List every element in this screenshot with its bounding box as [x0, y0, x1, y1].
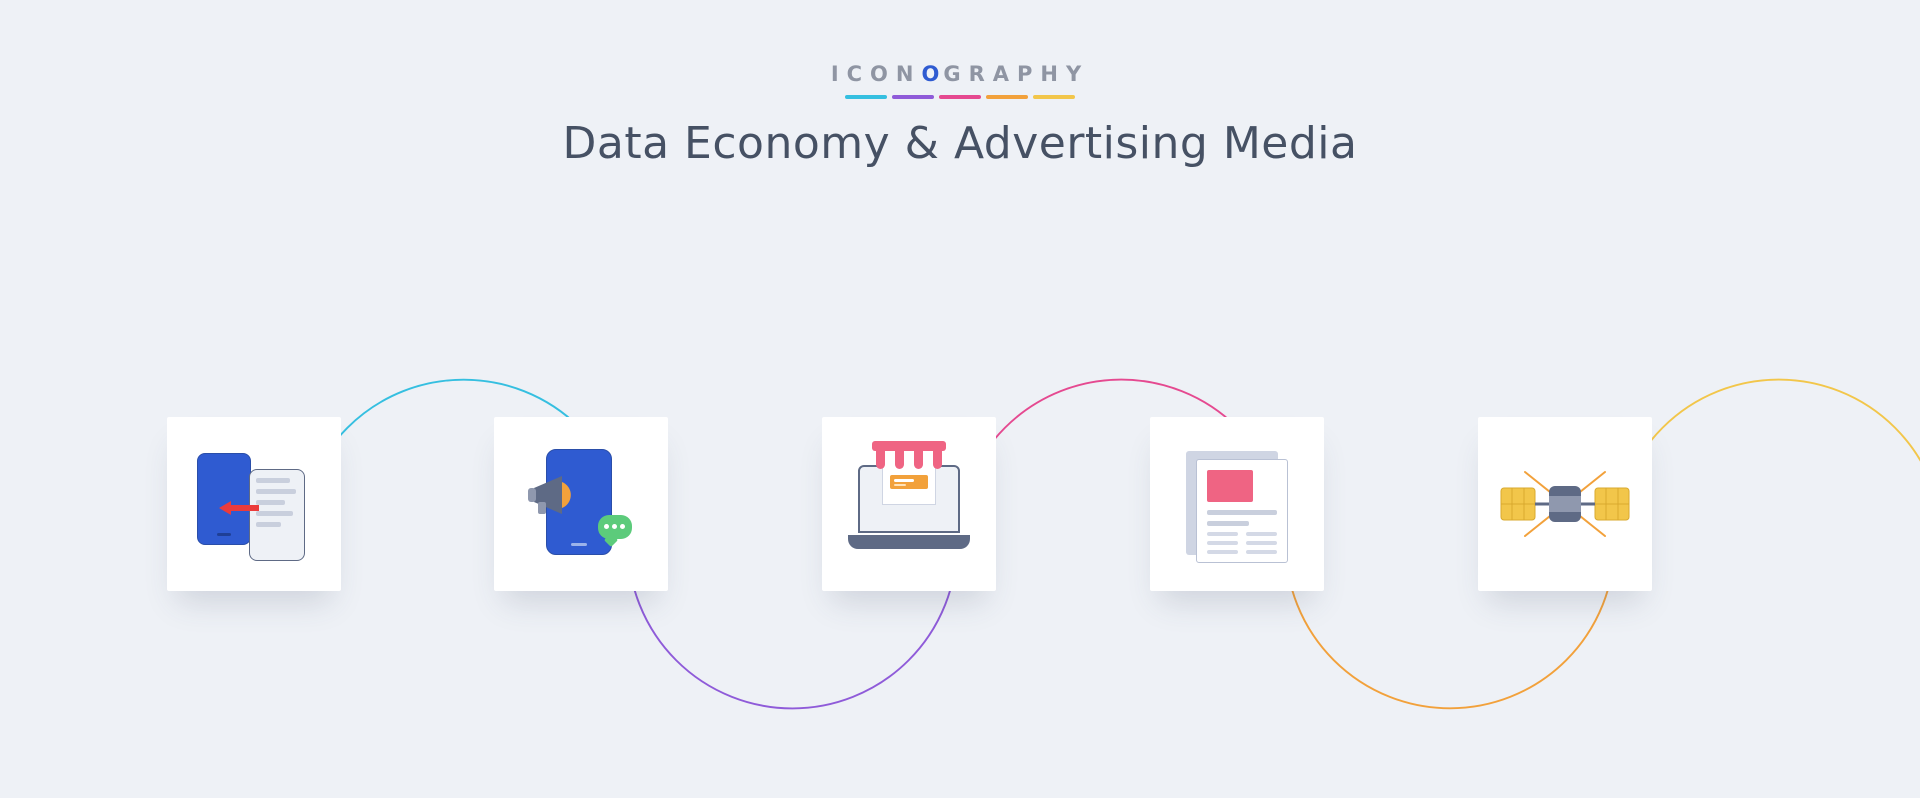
storefront [876, 447, 942, 505]
newspaper-icon [1150, 417, 1324, 591]
phone-left [197, 453, 251, 545]
chat-bubble-icon [598, 515, 632, 539]
page-front [1196, 459, 1288, 563]
online-shop-icon [822, 417, 996, 591]
stage [0, 0, 1920, 798]
article-photo [1207, 470, 1253, 502]
panel-right [1595, 488, 1629, 520]
arrow-left-icon [219, 501, 259, 515]
megaphone-icon [528, 472, 588, 518]
panel-left [1501, 488, 1535, 520]
phone-right [249, 469, 305, 561]
awning [876, 451, 942, 469]
shop-sign [890, 475, 928, 489]
mobile-marketing-icon [494, 417, 668, 591]
phones-transfer-icon [167, 417, 341, 591]
satellite-icon [1478, 417, 1652, 591]
